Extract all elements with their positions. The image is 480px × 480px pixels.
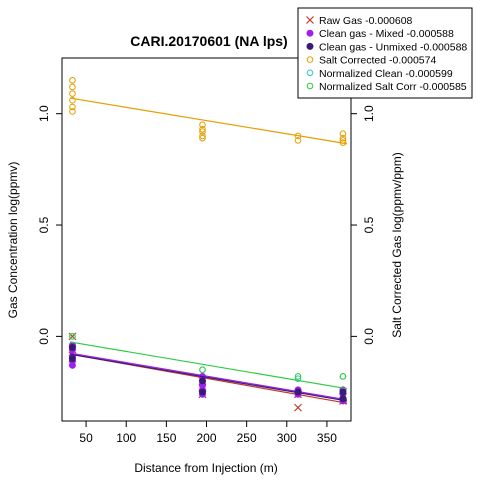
y-axis-title-right: Salt Corrected Gas log(ppmv/ppm) (390, 152, 404, 337)
legend-label-3: Salt Corrected -0.000574 (319, 55, 436, 67)
y-tick-label-right: 0.5 (362, 216, 376, 233)
legend-label-4: Normalized Clean -0.000599 (319, 68, 453, 80)
point-s3-14 (339, 134, 347, 142)
point-s5-0 (69, 333, 76, 340)
point-s3-0 (69, 76, 76, 84)
point-s5-2 (294, 373, 302, 380)
point-s2-3 (198, 388, 206, 396)
x-tick-label: 300 (277, 431, 297, 445)
point-s2-4 (294, 388, 302, 396)
point-s3-11 (294, 132, 302, 140)
trend-line-5 (69, 341, 348, 390)
point-s2-6 (339, 395, 347, 403)
point-s3-10 (199, 134, 206, 142)
point-s3-12 (294, 137, 302, 144)
y-axis-title-left: Gas Concentration log(ppmv) (6, 162, 20, 319)
point-s3-13 (339, 130, 347, 138)
point-s5-3 (339, 373, 347, 380)
point-s3-3 (69, 97, 76, 104)
legend-label-0: Raw Gas -0.000608 (319, 15, 413, 27)
y-tick-label-left: 0.0 (37, 328, 51, 345)
y-tick-label-right: 0.0 (362, 328, 376, 345)
legend-label-2: Clean gas - Unmixed -0.000588 (319, 41, 467, 53)
point-s3-7 (199, 125, 206, 133)
x-axis-title: Distance from Injection (m) (134, 461, 277, 475)
y-tick-label-left: 0.5 (37, 216, 51, 233)
point-s3-1 (69, 83, 76, 91)
point-s0-7 (294, 403, 302, 412)
x-tick-label: 350 (317, 431, 337, 445)
x-tick-label: 100 (116, 431, 136, 445)
legend-box (297, 7, 473, 99)
chart-title: CARI.20170601 (NA lps) (130, 33, 287, 49)
x-axis: 50 100 150 200 250 300 350 (79, 421, 337, 445)
trend-line-2 (69, 353, 348, 402)
point-s3-2 (69, 90, 76, 97)
point-s3-4 (69, 103, 76, 111)
x-tick-label: 150 (156, 431, 176, 445)
x-tick-label: 50 (79, 431, 93, 445)
x-tick-label: 250 (237, 431, 257, 445)
point-s3-9 (199, 132, 206, 140)
y-axis-right: 0.0 0.5 1.0 (351, 105, 376, 345)
y-tick-label-left: 1.0 (37, 105, 51, 122)
trend-line-3 (69, 97, 348, 145)
point-s4-2 (294, 375, 302, 382)
point-s2-2 (198, 377, 206, 385)
y-axis-left: 0.0 0.5 1.0 (37, 105, 62, 345)
x-tick-label: 200 (196, 431, 216, 445)
legend-marker-0 (306, 16, 314, 24)
point-s1-4 (68, 361, 76, 369)
point-s5-1 (199, 366, 206, 374)
point-s3-5 (69, 108, 76, 115)
legend-marker-2 (306, 42, 314, 50)
point-s2-1 (68, 355, 76, 363)
point-s3-16 (339, 139, 347, 146)
point-s3-8 (199, 128, 206, 135)
point-s3-6 (199, 121, 206, 129)
legend-marker-4 (306, 69, 314, 77)
point-s2-5 (339, 388, 347, 396)
y-tick-label-right: 1.0 (362, 105, 376, 122)
legend-label-5: Normalized Salt Corr -0.000585 (319, 81, 467, 93)
point-s3-15 (339, 137, 347, 144)
legend-marker-5 (306, 82, 314, 90)
point-s2-0 (68, 344, 76, 352)
legend-label-1: Clean gas - Mixed -0.000588 (319, 28, 454, 40)
trend-line-1 (69, 352, 348, 401)
legend-marker-1 (306, 29, 314, 37)
legend-marker-3 (306, 56, 314, 63)
data-marks (68, 76, 348, 412)
plot-area (61, 57, 352, 422)
